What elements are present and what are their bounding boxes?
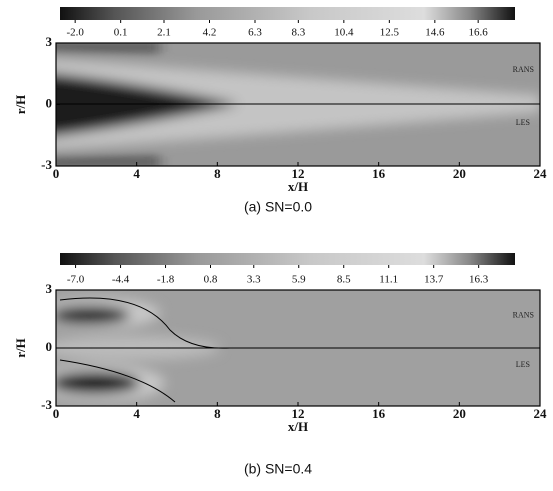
x-axis-label: x/H [288, 419, 308, 434]
y-tick-label: -3 [41, 397, 52, 412]
x-tick-label: 12 [292, 166, 305, 181]
colorbar-tick-label: 8.3 [291, 27, 305, 39]
x-tick-label: 12 [292, 406, 305, 421]
y-tick-label: 3 [46, 281, 53, 296]
colorbar-tick-label: 8.5 [337, 274, 351, 286]
colorbar [60, 7, 515, 20]
colorbar [60, 253, 515, 265]
y-axis-label: r/H [13, 338, 28, 358]
colorbar-tick-label: 4.2 [203, 27, 217, 39]
colorbar-tick-label: 0.1 [114, 27, 128, 39]
colorbar-tick-label: 10.4 [334, 27, 354, 39]
colorbar-tick-label: -7.0 [67, 274, 85, 286]
x-tick-label: 20 [453, 166, 466, 181]
colorbar-tick-label: 3.3 [247, 274, 261, 286]
caption: (b) SN=0.4 [244, 461, 312, 477]
y-tick-label: 0 [46, 95, 53, 110]
x-tick-label: 4 [133, 406, 140, 421]
annotation: LES [516, 118, 530, 127]
annotation: RANS [513, 310, 534, 319]
colorbar-tick-label: 13.7 [424, 274, 444, 286]
y-tick-label: 3 [46, 34, 53, 49]
y-tick-label: -3 [41, 157, 52, 172]
x-axis-label: x/H [288, 179, 308, 194]
x-tick-label: 8 [214, 166, 221, 181]
x-tick-label: 0 [53, 406, 60, 421]
x-tick-label: 8 [214, 406, 221, 421]
y-tick-label: 0 [46, 339, 53, 354]
colorbar-tick-label: 16.6 [469, 27, 489, 39]
colorbar-tick-label: 6.3 [248, 27, 262, 39]
annotation: RANS [513, 65, 534, 74]
x-tick-label: 20 [453, 406, 466, 421]
x-tick-label: 24 [534, 406, 548, 421]
x-tick-label: 16 [372, 166, 386, 181]
colorbar-tick-label: 0.8 [204, 274, 218, 286]
colorbar-tick-label: -2.0 [66, 27, 84, 39]
field [56, 43, 540, 166]
colorbar-tick-label: -4.4 [112, 274, 130, 286]
colorbar-tick-label: -1.8 [157, 274, 175, 286]
x-tick-label: 24 [534, 166, 548, 181]
colorbar-tick-label: 14.6 [425, 27, 445, 39]
colorbar-tick-label: 5.9 [292, 274, 306, 286]
x-tick-label: 0 [53, 166, 60, 181]
colorbar-tick-label: 12.5 [380, 27, 400, 39]
colorbar-tick-label: 16.3 [469, 274, 489, 286]
x-tick-label: 4 [133, 166, 140, 181]
colorbar-tick-label: 2.1 [157, 27, 171, 39]
field [56, 290, 540, 406]
y-axis-label: r/H [13, 95, 28, 115]
annotation: LES [516, 360, 530, 369]
x-tick-label: 16 [372, 406, 386, 421]
colorbar-tick-label: 11.1 [379, 274, 398, 286]
caption: (a) SN=0.0 [244, 199, 312, 215]
